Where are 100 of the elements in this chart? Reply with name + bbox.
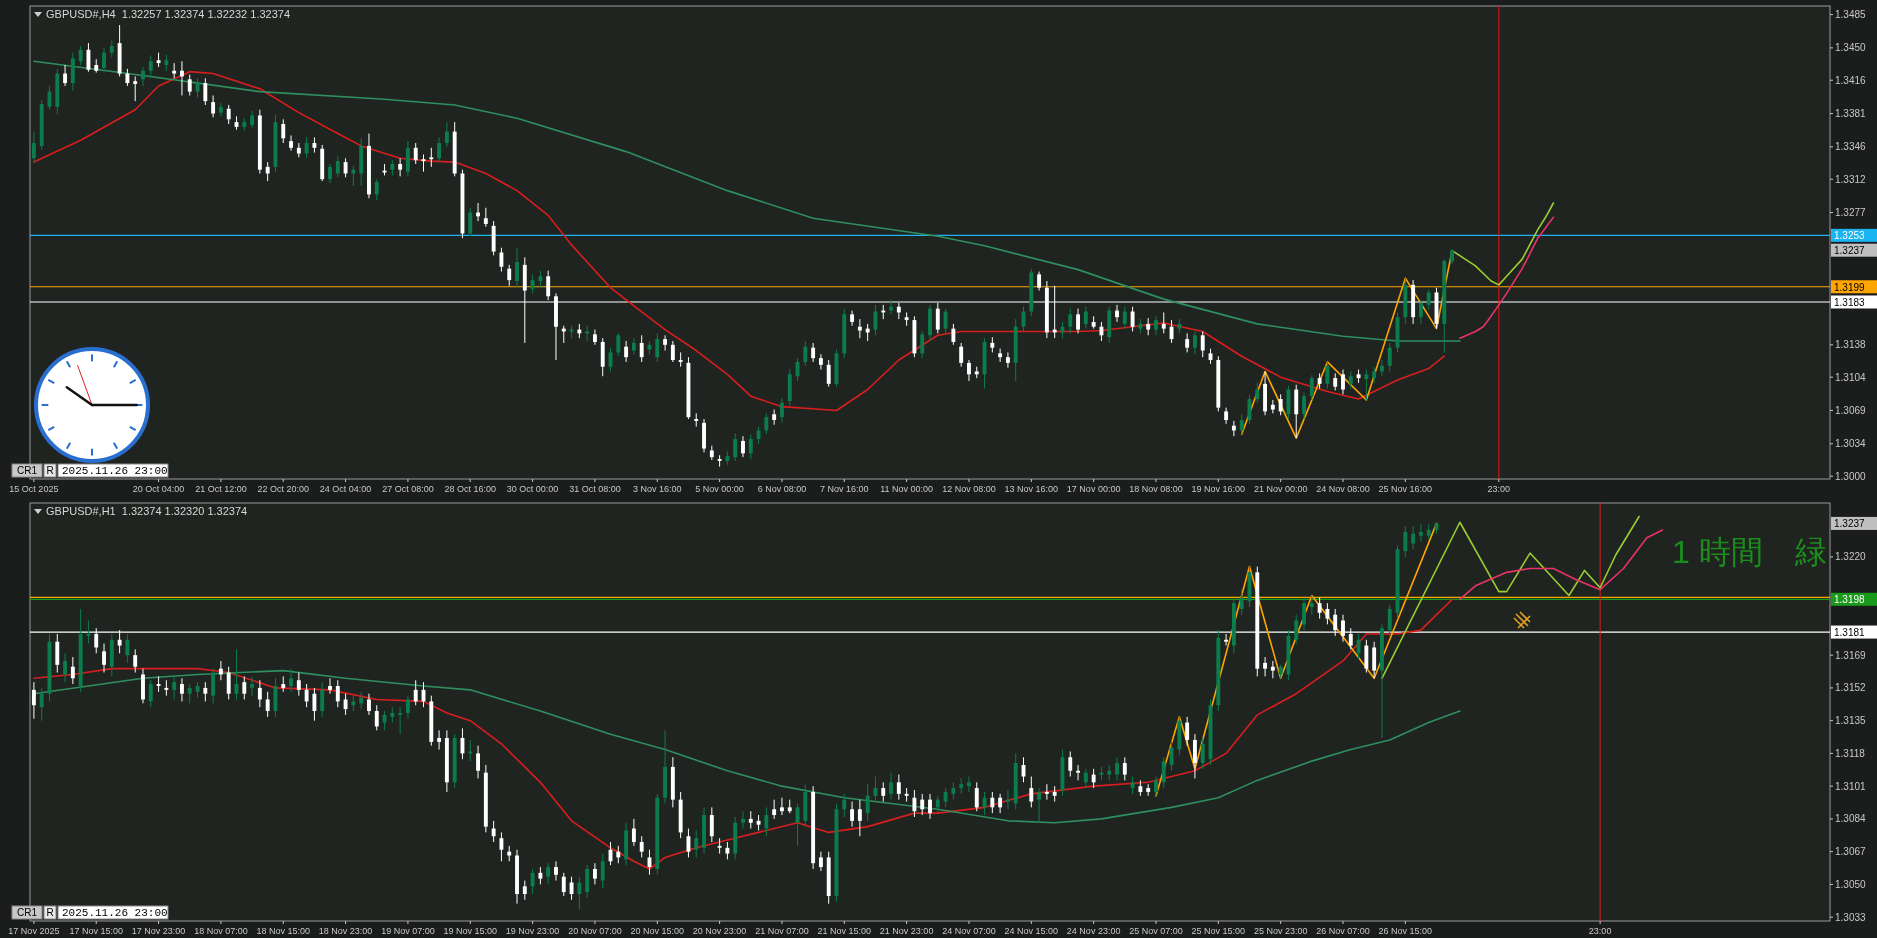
- candlestick: [522, 880, 527, 901]
- candlestick: [328, 163, 332, 184]
- x-tick-label: 26 Nov 15:00: [1378, 926, 1433, 936]
- candlestick: [686, 828, 691, 858]
- candlestick: [203, 77, 208, 106]
- candlestick: [1341, 369, 1345, 395]
- candlestick: [398, 157, 403, 177]
- candlestick: [1200, 737, 1205, 770]
- line-series: [33, 598, 1453, 870]
- x-tick-label: 25 Nov 16:00: [1378, 484, 1433, 494]
- candlestick: [1192, 330, 1197, 355]
- candlestick: [1309, 374, 1314, 401]
- candlestick: [530, 273, 535, 294]
- candlestick: [1005, 351, 1010, 369]
- candlestick: [1372, 641, 1377, 679]
- candlestick: [818, 353, 823, 371]
- candlestick: [561, 872, 566, 897]
- candlestick: [857, 318, 862, 339]
- candlestick: [592, 862, 597, 885]
- x-tick-label: 25 Nov 23:00: [1253, 926, 1308, 936]
- candlestick: [881, 781, 886, 803]
- candlestick: [896, 774, 901, 801]
- candlestick: [733, 432, 738, 462]
- x-tick-label: 18 Nov 15:00: [256, 926, 311, 936]
- x-tick-label: 20 Nov 23:00: [692, 926, 747, 936]
- candlestick: [1302, 598, 1306, 631]
- candlestick: [86, 620, 91, 645]
- candlestick: [1115, 756, 1119, 781]
- candlestick: [1255, 382, 1260, 404]
- candlestick: [335, 679, 340, 708]
- candlestick: [943, 308, 948, 334]
- candlestick: [585, 325, 590, 342]
- candlestick: [811, 342, 816, 363]
- candlestick: [398, 706, 403, 735]
- candlestick: [1387, 604, 1392, 637]
- candlestick: [780, 797, 784, 816]
- candlestick: [717, 454, 722, 468]
- y-tick-label: 1.3135: [1835, 715, 1867, 727]
- candlestick: [554, 860, 558, 882]
- candlestick: [928, 793, 932, 820]
- candlestick: [663, 334, 668, 352]
- candlestick: [865, 783, 870, 822]
- candlestick: [476, 745, 480, 779]
- x-tick-label: 23:00: [1588, 926, 1612, 936]
- candlestick: [1037, 271, 1042, 292]
- candlestick: [1083, 768, 1088, 789]
- candlestick: [413, 142, 418, 165]
- candlestick: [374, 704, 379, 731]
- x-tick-label: 13 Nov 16:00: [1004, 484, 1059, 494]
- candlestick: [1278, 393, 1283, 416]
- candlestick: [1270, 399, 1275, 414]
- candlestick: [102, 643, 106, 674]
- line-series: [1459, 216, 1555, 339]
- candlestick: [515, 247, 519, 289]
- candlestick: [1302, 391, 1306, 420]
- candlestick: [694, 829, 699, 858]
- candlestick: [951, 323, 956, 346]
- candlestick: [148, 54, 153, 77]
- ref-line-label: 1.3183: [1834, 296, 1866, 308]
- candlestick: [1418, 523, 1423, 543]
- x-tick-label: 19 Nov 23:00: [505, 926, 560, 936]
- y-tick-label: 1.3104: [1835, 371, 1867, 383]
- y-tick-label: 1.3033: [1835, 911, 1867, 923]
- candlestick: [1387, 342, 1392, 372]
- candlestick: [405, 140, 410, 177]
- candlestick: [709, 806, 714, 843]
- annotation: CR1: [16, 465, 38, 476]
- candlestick: [211, 94, 216, 118]
- candlestick: [1029, 776, 1034, 808]
- candlestick: [1325, 602, 1330, 625]
- y-tick-label: 1.3084: [1835, 813, 1867, 825]
- candlestick: [678, 351, 683, 368]
- line-series: [33, 669, 1461, 824]
- candlestick: [530, 868, 535, 895]
- y-tick-label: 1.3450: [1835, 42, 1867, 54]
- ref-line-label: 1.3199: [1834, 281, 1866, 293]
- x-tick-label: 7 Nov 16:00: [820, 484, 869, 494]
- annotation: 2025.11.26 23:00: [62, 465, 168, 477]
- candlestick: [1294, 614, 1299, 645]
- candlestick: [180, 60, 184, 96]
- x-tick-label: 23:00: [1487, 484, 1511, 494]
- x-tick-label: 17 Nov 15:00: [69, 926, 124, 936]
- text: 1.3237: [1834, 518, 1866, 530]
- candlestick: [31, 681, 36, 720]
- candlestick: [242, 675, 247, 700]
- candlestick: [437, 729, 442, 751]
- y-tick-label: 1.3485: [1835, 9, 1867, 21]
- line-series: [1451, 202, 1555, 286]
- x-tick-label: 5 Nov 00:00: [695, 484, 744, 494]
- x-tick-label: 19 Nov 16:00: [1191, 484, 1246, 494]
- x-tick-label: 21 Nov 07:00: [755, 926, 809, 936]
- candlestick: [343, 157, 348, 178]
- candlestick: [39, 687, 44, 722]
- candlestick: [920, 793, 925, 816]
- candlestick: [1356, 633, 1361, 660]
- x-tick-label: 24 Nov 08:00: [1316, 484, 1370, 494]
- candlestick: [1076, 308, 1080, 334]
- annotation: R: [46, 907, 54, 918]
- candlestick: [31, 131, 36, 163]
- y-tick-label: 1.3118: [1835, 747, 1866, 759]
